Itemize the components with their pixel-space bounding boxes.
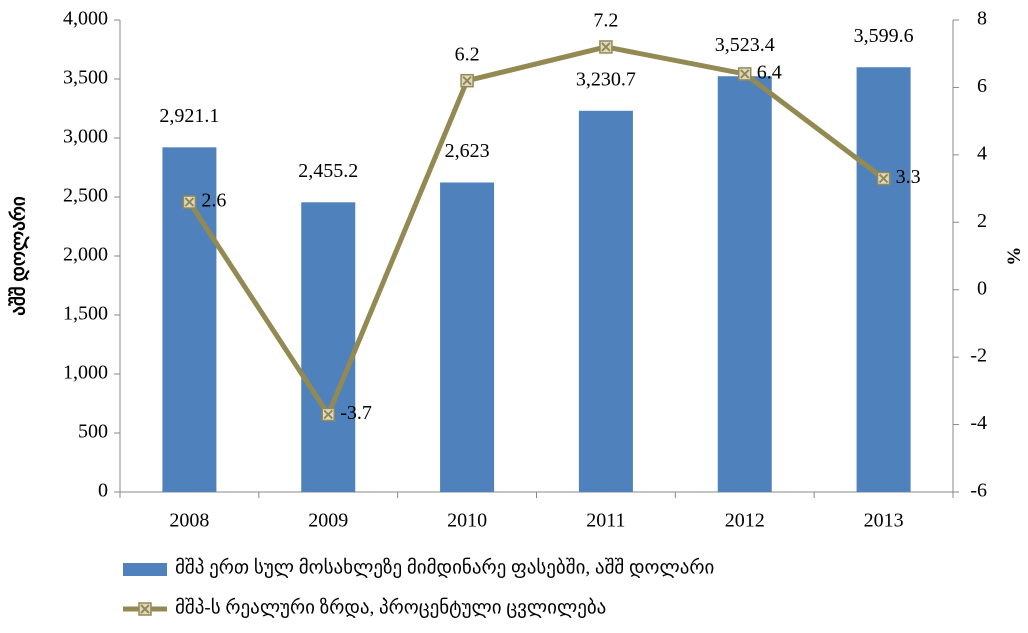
legend-label: მშპ-ს რეალური ზრდა, პროცენტული ცვლილება	[175, 597, 606, 618]
legend-marker-cross	[140, 604, 150, 614]
line-marker-cross	[878, 173, 889, 184]
bar-value-label: 2,921.1	[159, 105, 219, 127]
line-marker-cross	[462, 75, 472, 86]
line-marker-cross	[601, 42, 611, 52]
y-tick-label: 500	[78, 421, 108, 443]
line-value-label: -3.7	[340, 402, 372, 424]
x-tick-label: 2009	[308, 510, 348, 532]
y-tick-label: 3,000	[63, 126, 108, 148]
y-tick-label: 1,500	[63, 303, 108, 325]
y2-tick-label: 0	[977, 277, 987, 299]
line-marker-cross	[184, 197, 195, 207]
y-tick-label: 0	[98, 480, 108, 502]
x-tick-label: 2008	[169, 510, 209, 532]
bar-value-label: 3,230.7	[576, 68, 636, 90]
x-tick-label: 2011	[586, 510, 625, 532]
bar-value-label: 3,599.6	[854, 25, 914, 47]
y-tick-label: 3,500	[63, 67, 108, 89]
x-tick-label: 2012	[725, 510, 765, 532]
bar	[578, 110, 633, 492]
y2-tick-label: 2	[977, 210, 987, 232]
y-tick-label: 2,500	[63, 185, 108, 207]
line-marker-cross	[740, 69, 750, 79]
bar-value-label: 3,523.4	[715, 34, 775, 56]
line	[187, 44, 886, 420]
line-value-label: 6.4	[757, 62, 782, 84]
legend-swatch	[123, 563, 167, 576]
line-value-label: 7.2	[593, 10, 618, 32]
y-axis-label: აშშ დოლარი	[7, 196, 29, 316]
bar-value-label: 2,455.2	[298, 160, 358, 182]
bar	[440, 182, 495, 492]
y2-tick-label: -4	[970, 412, 987, 434]
bar	[301, 202, 356, 492]
x-tick-label: 2013	[864, 510, 904, 532]
bar-value-label: 2,623	[445, 140, 490, 162]
y2-tick-label: 4	[977, 142, 987, 164]
line-value-label: 6.2	[455, 43, 480, 65]
bar	[856, 67, 911, 493]
y2-tick-label: 8	[977, 8, 987, 30]
bar	[717, 76, 772, 492]
line-marker-cross	[323, 409, 333, 420]
y2-tick-label: -6	[970, 480, 987, 502]
y2-tick-label: 6	[977, 75, 987, 97]
y2-axis-label: %	[1003, 247, 1024, 266]
y-tick-label: 2,000	[63, 244, 108, 266]
y-tick-label: 4,000	[63, 8, 108, 30]
y-tick-label: 1,000	[63, 362, 108, 384]
legend-label: მშპ ერთ სულ მოსახლეზე მიმდინარე ფასებში,…	[175, 557, 714, 578]
line-value-label: 2.6	[201, 190, 226, 212]
y2-tick-label: -2	[970, 345, 987, 367]
x-tick-label: 2010	[447, 510, 487, 532]
line-value-label: 3.3	[896, 166, 921, 188]
